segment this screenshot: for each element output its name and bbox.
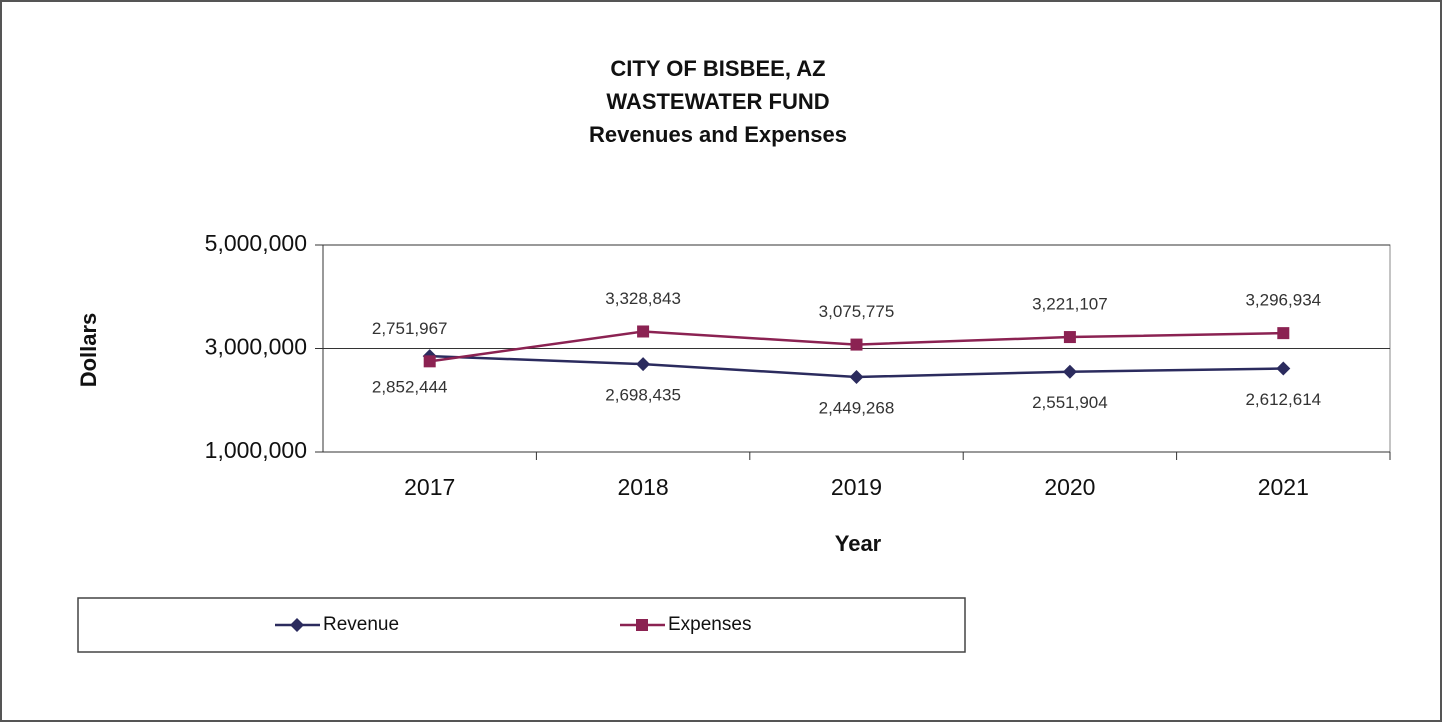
y-tick-label: 3,000,000 bbox=[205, 334, 307, 360]
data-label: 2,751,967 bbox=[372, 319, 448, 338]
x-tick-label: 2018 bbox=[618, 474, 669, 500]
data-label: 3,221,107 bbox=[1032, 295, 1108, 314]
chart-title: CITY OF BISBEE, AZ bbox=[610, 56, 825, 81]
data-label: 3,075,775 bbox=[819, 302, 895, 321]
marker bbox=[636, 357, 651, 372]
marker bbox=[850, 338, 863, 351]
x-tick-label: 2021 bbox=[1258, 474, 1309, 500]
marker bbox=[1277, 327, 1290, 340]
data-label: 2,852,444 bbox=[372, 378, 448, 397]
data-label: 2,449,268 bbox=[819, 398, 895, 417]
marker bbox=[636, 619, 648, 631]
marker bbox=[1276, 361, 1291, 376]
y-tick-label: 1,000,000 bbox=[205, 437, 307, 463]
x-axis-title: Year bbox=[835, 531, 882, 556]
marker bbox=[290, 618, 304, 632]
data-label: 2,551,904 bbox=[1032, 393, 1108, 412]
marker bbox=[1063, 331, 1076, 344]
data-label: 3,328,843 bbox=[605, 289, 681, 308]
chart-subtitle: WASTEWATER FUND bbox=[606, 89, 829, 114]
chart-subtitle-2: Revenues and Expenses bbox=[589, 122, 847, 147]
data-label: 3,296,934 bbox=[1245, 291, 1321, 310]
marker bbox=[423, 355, 436, 368]
y-tick-label: 5,000,000 bbox=[205, 230, 307, 256]
x-tick-label: 2020 bbox=[1044, 474, 1095, 500]
data-label: 2,612,614 bbox=[1245, 390, 1321, 409]
marker bbox=[1062, 364, 1077, 379]
legend-label: Expenses bbox=[668, 614, 751, 635]
legend-label: Revenue bbox=[323, 614, 399, 635]
x-tick-label: 2019 bbox=[831, 474, 882, 500]
x-tick-label: 2017 bbox=[404, 474, 455, 500]
legend bbox=[77, 597, 966, 653]
marker bbox=[637, 325, 650, 338]
data-label: 2,698,435 bbox=[605, 386, 681, 405]
y-axis-title: Dollars bbox=[76, 313, 101, 388]
marker bbox=[849, 370, 864, 385]
